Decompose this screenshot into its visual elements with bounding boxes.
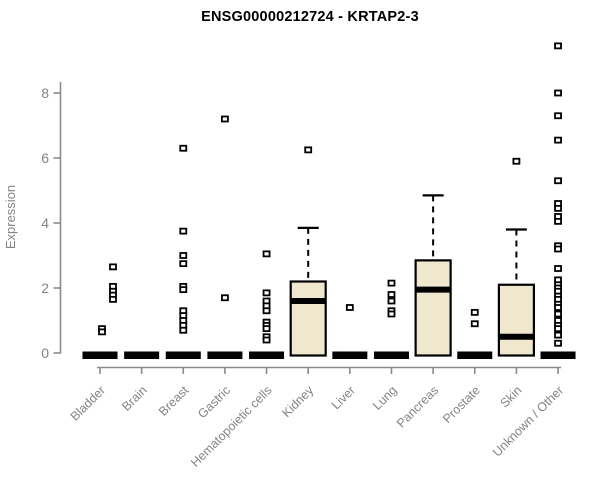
outlier-point <box>179 326 188 334</box>
category-label: Breast <box>156 383 192 419</box>
outlier-point <box>554 42 562 50</box>
box-rect <box>497 283 535 357</box>
median-line <box>290 298 326 304</box>
outlier-point <box>109 295 117 303</box>
zero-box-bar <box>249 351 285 359</box>
category-label: Skin <box>497 383 524 410</box>
category-label: Gastric <box>195 383 233 421</box>
outlier-point <box>262 289 271 297</box>
outlier-point <box>262 307 271 315</box>
outlier-point <box>262 336 271 344</box>
zero-box-bar <box>207 351 243 359</box>
outlier-point <box>554 265 562 272</box>
category-label: Hematopoietic cells <box>188 383 275 470</box>
category-label: Brain <box>119 383 150 414</box>
category-label: Lung <box>370 383 400 413</box>
outlier-point <box>387 297 396 305</box>
outlier-point <box>554 177 562 185</box>
box-rect <box>414 259 452 357</box>
zero-box-bar <box>82 351 118 359</box>
outlier-point <box>554 339 562 347</box>
zero-box-bar <box>124 351 160 359</box>
category-label: Liver <box>329 383 358 412</box>
zero-box-bar <box>165 351 201 359</box>
outlier-point <box>262 325 271 333</box>
box-rect <box>289 280 327 357</box>
chart-title: ENSG00000212724 - KRTAP2-3 <box>201 9 419 25</box>
category-label: Prostate <box>440 383 483 426</box>
category-label: Bladder <box>68 383 108 423</box>
median-line <box>498 333 534 340</box>
outlier-point <box>554 217 562 225</box>
outlier-point <box>221 115 229 123</box>
category-label: Unknown / Other <box>490 383 566 459</box>
outlier-point <box>221 294 229 302</box>
outlier-point <box>304 146 313 154</box>
outlier-point <box>98 328 106 336</box>
y-tick-label: 8 <box>41 85 49 101</box>
outlier-point <box>179 252 188 259</box>
outlier-point <box>109 263 117 271</box>
outlier-point <box>554 304 562 311</box>
outlier-point <box>554 136 562 144</box>
zero-box-bar <box>332 351 368 359</box>
outlier-point <box>470 308 479 316</box>
outlier-point <box>345 304 354 311</box>
outlier-point <box>470 320 479 328</box>
median-line <box>415 286 451 293</box>
outlier-point <box>387 279 396 287</box>
outlier-point <box>554 112 562 120</box>
y-tick-label: 0 <box>41 345 49 361</box>
outlier-point <box>179 227 188 235</box>
category-label: Kidney <box>279 383 316 420</box>
outlier-point <box>179 144 188 152</box>
outlier-point <box>554 325 562 333</box>
y-tick-label: 2 <box>41 280 49 296</box>
outlier-point <box>262 250 271 258</box>
outlier-point <box>387 291 396 298</box>
outlier-point <box>554 89 562 97</box>
category-label: Pancreas <box>394 383 441 430</box>
outlier-point <box>554 331 562 339</box>
outlier-point <box>512 157 521 165</box>
y-tick-label: 6 <box>41 150 49 166</box>
zero-box-bar <box>540 351 576 359</box>
y-tick-label: 4 <box>41 215 49 231</box>
outlier-point <box>179 286 188 294</box>
outlier-point <box>554 310 562 318</box>
zero-box-bar <box>373 351 409 359</box>
zero-box-bar <box>457 351 493 359</box>
outlier-point <box>554 245 562 253</box>
outlier-point <box>387 310 396 318</box>
outlier-point <box>554 204 562 212</box>
outlier-point <box>179 260 188 268</box>
